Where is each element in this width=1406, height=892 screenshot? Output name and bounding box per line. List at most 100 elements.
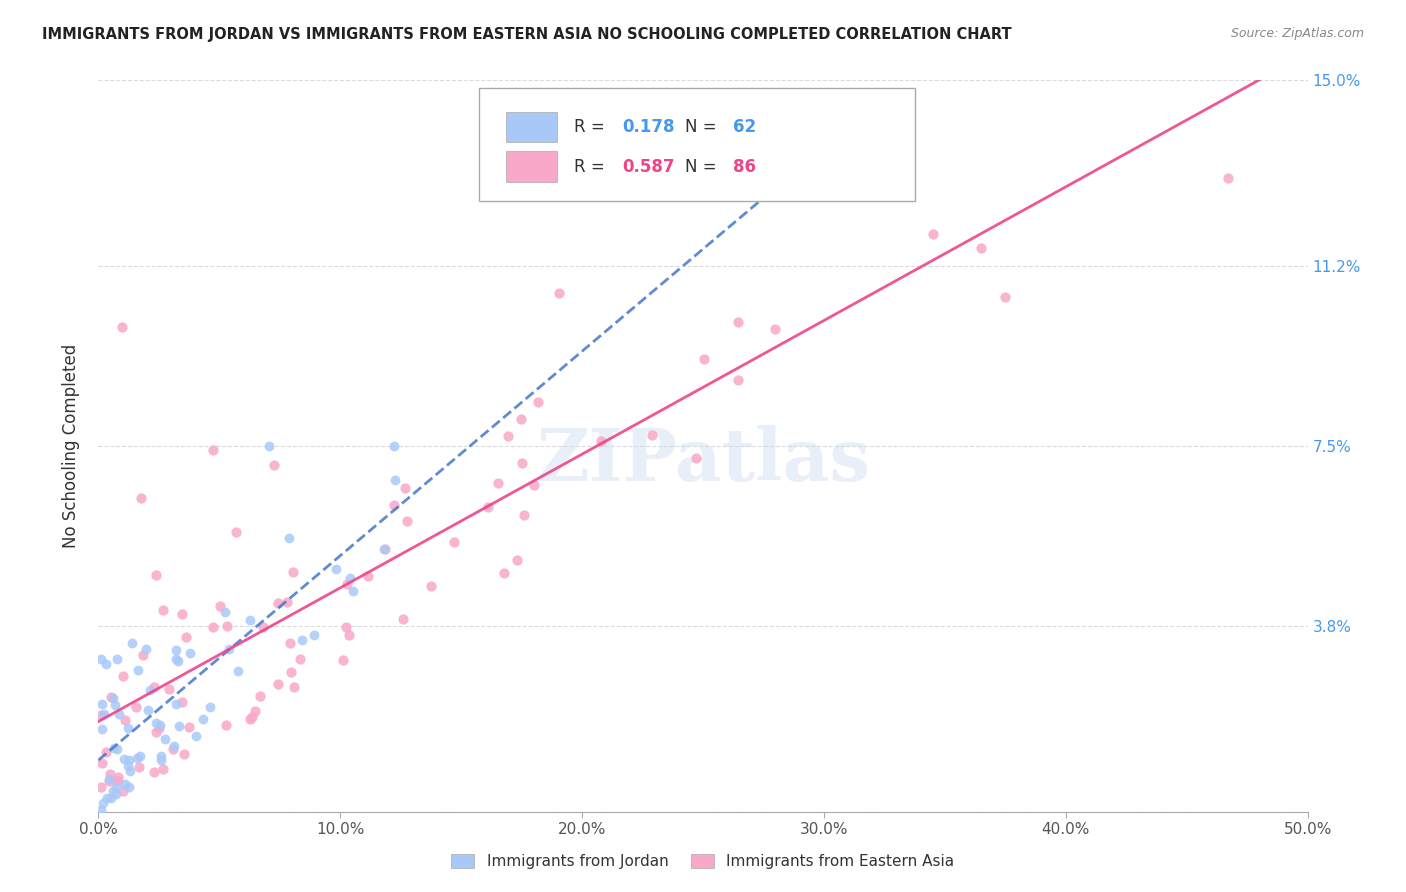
Point (101, 691, 124, 706)
Point (136, 703, 159, 717)
Point (373, 542, 395, 557)
Point (93, 796, 115, 810)
Point (114, 777, 136, 791)
Point (103, 740, 125, 755)
Point (382, 439, 405, 453)
Point (477, 500, 499, 514)
Point (145, 568, 167, 582)
Point (494, 566, 516, 580)
Point (166, 654, 188, 668)
Point (332, 653, 354, 667)
Point (165, 652, 187, 666)
Text: 0.587: 0.587 (621, 158, 675, 176)
Point (281, 565, 304, 579)
Text: 86: 86 (734, 158, 756, 176)
Point (215, 718, 238, 732)
FancyBboxPatch shape (479, 87, 915, 201)
Text: 62: 62 (734, 118, 756, 136)
Point (97, 773, 120, 788)
Point (374, 541, 396, 556)
Point (922, 227, 945, 241)
Point (139, 682, 162, 697)
Text: R =: R = (574, 158, 610, 176)
Point (91, 698, 114, 712)
Point (107, 774, 129, 789)
Point (145, 715, 167, 730)
Y-axis label: No Schooling Completed: No Schooling Completed (62, 344, 80, 548)
Text: ZIPatlas: ZIPatlas (536, 425, 870, 496)
Point (727, 315, 749, 329)
Point (117, 759, 139, 773)
Point (129, 491, 152, 505)
Point (177, 720, 200, 734)
Point (150, 749, 173, 764)
Point (105, 741, 128, 756)
Point (291, 632, 314, 647)
Point (191, 712, 214, 726)
Point (118, 764, 141, 779)
Point (127, 663, 149, 677)
Point (257, 439, 280, 453)
Point (98, 772, 121, 787)
Text: 0.178: 0.178 (621, 118, 675, 136)
Point (325, 561, 347, 575)
Point (527, 395, 550, 409)
Point (342, 584, 364, 599)
Legend: Immigrants from Jordan, Immigrants from Eastern Asia: Immigrants from Jordan, Immigrants from … (446, 848, 960, 875)
Point (201, 443, 224, 458)
Point (252, 620, 274, 634)
Point (994, 290, 1017, 304)
Point (135, 642, 157, 657)
Point (443, 535, 465, 549)
Point (104, 780, 127, 795)
Point (170, 695, 193, 709)
Point (505, 553, 527, 567)
Point (94, 745, 117, 759)
Point (129, 748, 152, 763)
Point (104, 787, 127, 801)
Point (90, 803, 112, 817)
Point (165, 643, 187, 657)
Point (125, 750, 148, 764)
Point (278, 636, 301, 650)
Point (727, 373, 749, 387)
Text: Source: ZipAtlas.com: Source: ZipAtlas.com (1230, 27, 1364, 40)
Point (394, 482, 416, 496)
Point (509, 412, 531, 426)
Point (96, 657, 118, 672)
Point (225, 525, 247, 540)
Point (198, 699, 221, 714)
Point (101, 784, 124, 798)
Point (693, 352, 716, 367)
Point (111, 319, 134, 334)
Point (510, 456, 533, 470)
Point (93, 706, 115, 721)
Point (278, 531, 301, 545)
Point (641, 428, 664, 442)
Point (384, 474, 406, 488)
Point (382, 499, 405, 513)
Point (276, 595, 298, 609)
Point (1216, 170, 1239, 185)
Point (114, 713, 136, 727)
Point (174, 630, 197, 644)
Point (107, 770, 129, 784)
Point (240, 710, 263, 724)
Point (118, 780, 141, 794)
Point (112, 668, 135, 682)
Point (267, 677, 290, 691)
Point (218, 642, 240, 657)
Point (486, 476, 509, 491)
Point (96, 791, 118, 805)
Point (163, 739, 186, 754)
Point (148, 718, 170, 732)
Point (125, 699, 148, 714)
Point (100, 791, 122, 805)
Point (132, 648, 155, 663)
Point (239, 712, 262, 726)
Point (107, 706, 129, 721)
Point (496, 429, 519, 443)
Text: R =: R = (574, 118, 610, 136)
Point (243, 704, 266, 718)
Point (288, 652, 311, 666)
